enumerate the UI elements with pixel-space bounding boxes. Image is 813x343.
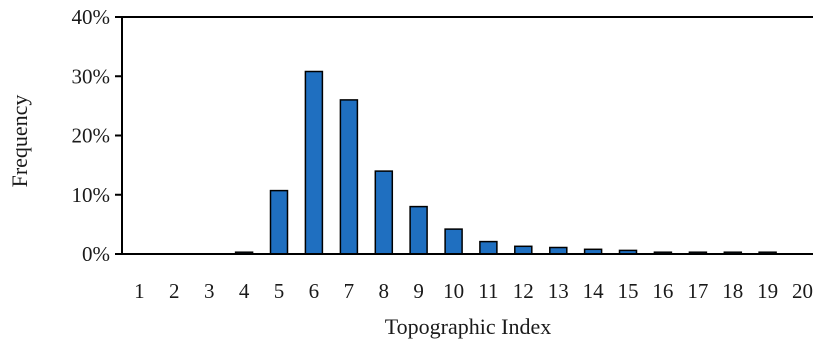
x-tick-label-11: 11 [478,279,498,303]
y-tick-label: 20% [72,124,111,148]
x-tick-label-20: 20 [792,279,813,303]
x-tick-label-15: 15 [618,279,639,303]
bar-6 [304,70,324,255]
y-tick-label: 0% [82,242,110,266]
bar-7 [339,99,359,255]
x-tick-label-10: 10 [443,279,464,303]
bar-9 [409,205,428,255]
x-tick-label-18: 18 [722,279,743,303]
y-tick-label: 40% [72,5,111,29]
x-tick-label-9: 9 [413,279,424,303]
bar-11 [479,240,498,255]
x-tick-label-5: 5 [274,279,285,303]
y-ticks-group: 0% 10% 20% 30% 40% [72,5,122,266]
x-tick-label-19: 19 [757,279,778,303]
x-tick-label-17: 17 [687,279,708,303]
y-tick-label: 30% [72,64,111,88]
x-tick-label-6: 6 [309,279,320,303]
x-tick-label-8: 8 [379,279,390,303]
bars-group [234,70,777,255]
x-tick-label-13: 13 [548,279,569,303]
bar-8 [374,170,394,255]
x-tick-label-1: 1 [134,279,145,303]
y-axis-title: Frequency [7,95,32,188]
x-tick-label-12: 12 [513,279,534,303]
x-tick-label-14: 14 [583,279,605,303]
x-tick-label-4: 4 [239,279,250,303]
bar-10 [444,228,463,255]
bar-5 [269,189,289,255]
x-tick-label-7: 7 [344,279,355,303]
x-tick-label-2: 2 [169,279,180,303]
bar-12 [514,245,533,255]
x-tick-label-16: 16 [652,279,673,303]
x-tick-label-3: 3 [204,279,215,303]
x-ticks-group: 1 2 3 4 5 6 7 8 9 10 11 12 13 14 15 16 17 18 19 20 [134,279,813,303]
y-tick-label: 10% [72,183,111,207]
x-axis-title: Topographic Index [385,314,551,339]
